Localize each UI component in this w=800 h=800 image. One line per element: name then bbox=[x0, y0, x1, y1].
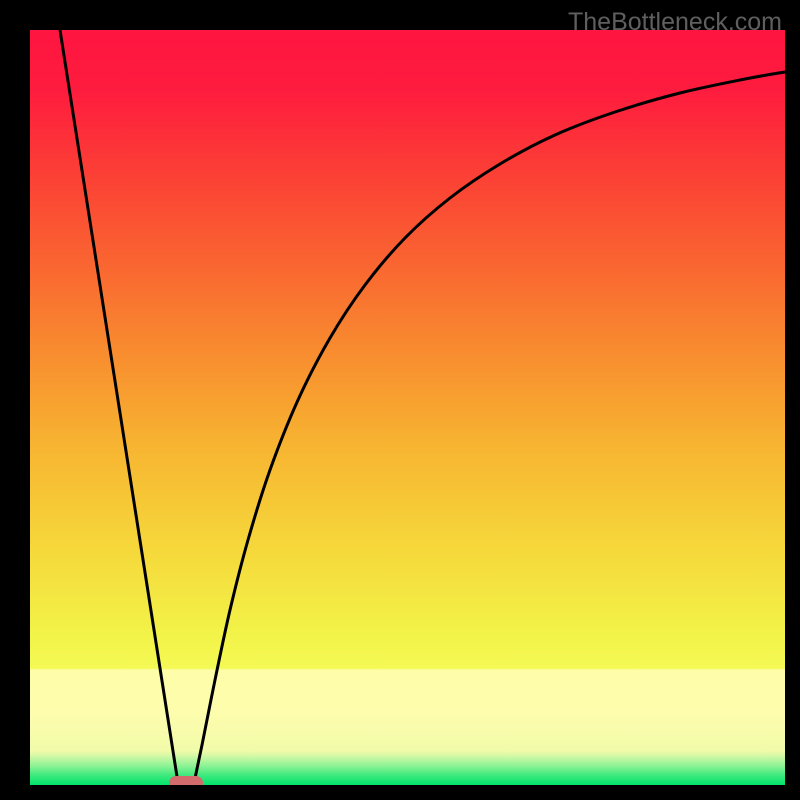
curve-left-branch bbox=[60, 30, 178, 783]
curve-right-branch bbox=[194, 72, 785, 783]
watermark: TheBottleneck.com bbox=[568, 8, 782, 37]
curve-svg bbox=[30, 30, 785, 785]
minimum-marker bbox=[169, 776, 203, 785]
plot-area bbox=[30, 30, 785, 785]
